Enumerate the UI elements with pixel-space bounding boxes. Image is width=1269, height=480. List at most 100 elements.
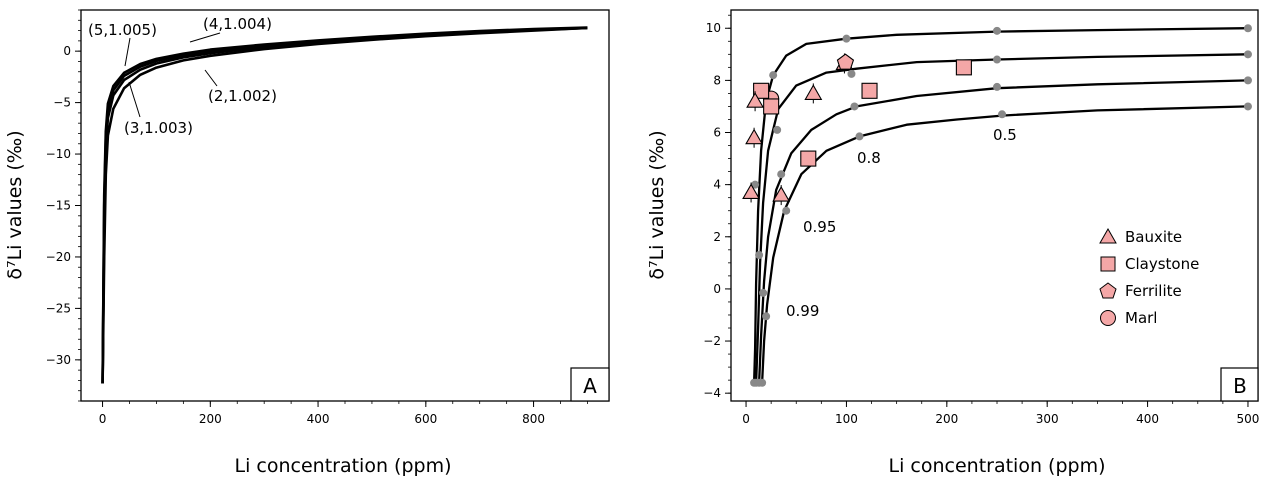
model-point <box>762 312 771 321</box>
panel-a-ylabel: δ⁷Li values (‰) <box>4 130 26 279</box>
y-tick-label: −2 <box>703 334 721 348</box>
y-tick-label: 0 <box>713 282 721 296</box>
model-point <box>769 71 778 80</box>
model-point <box>758 378 767 387</box>
annotation-5: (5,1.005) <box>88 21 157 39</box>
legend-claystone-marker <box>1100 256 1116 272</box>
model-point <box>1243 76 1252 85</box>
model-point <box>993 26 1002 35</box>
panel-a-xlabel: Li concentration (ppm) <box>235 455 452 477</box>
panel-a-ticks: 0 200 400 600 800 0 −5 −10 −15 −20 −25 −30 <box>46 9 588 426</box>
legend-ferrilite-label: Ferrilite <box>1125 282 1182 300</box>
x-tick-label: 800 <box>522 412 545 426</box>
y-tick-label: −25 <box>46 301 71 315</box>
legend-bauxite-label: Bauxite <box>1125 228 1182 246</box>
y-tick-label: −30 <box>46 353 71 367</box>
legend: Bauxite Claystone Ferrilite Marl <box>1099 227 1199 327</box>
bauxite-point <box>746 92 765 108</box>
curve-(3,1.003) <box>101 26 588 384</box>
claystone-point <box>763 98 780 115</box>
mixing-curve-0.99 <box>752 27 1249 383</box>
y-tick-label: 4 <box>713 178 721 192</box>
legend-marl-marker <box>1100 310 1116 326</box>
x-tick-label: 200 <box>199 412 222 426</box>
panel-a-label: A <box>583 374 597 398</box>
y-tick-label: −20 <box>46 250 71 264</box>
model-point <box>773 125 782 134</box>
panel-b-ticks: 0 100 200 300 400 500 10 8 6 4 2 0 −2 −4 <box>703 14 1260 426</box>
model-point <box>777 170 786 179</box>
panel-b-xlabel: Li concentration (ppm) <box>889 455 1106 477</box>
model-point <box>998 110 1007 119</box>
annotation-leader-4 <box>189 32 221 43</box>
annotation-2: (2,1.002) <box>208 87 277 105</box>
claystone-point <box>800 150 817 167</box>
model-point <box>1243 102 1252 111</box>
panel-a-label-box <box>570 367 610 402</box>
model-point <box>993 55 1002 64</box>
model-point <box>855 132 864 141</box>
y-tick-label: −10 <box>46 147 71 161</box>
x-tick-label: 500 <box>1237 412 1260 426</box>
bauxite-point <box>742 183 761 200</box>
panel-a: 0 200 400 600 800 0 −5 −10 −15 −20 −25 −30 (5,1.005… <box>4 9 610 477</box>
y-tick-label: 6 <box>713 126 721 140</box>
legend-marl-label: Marl <box>1125 309 1157 327</box>
legend-claystone-label: Claystone <box>1125 255 1199 273</box>
claystone-point <box>861 82 878 99</box>
curve-label-0.8: 0.8 <box>857 149 881 167</box>
model-point <box>850 102 859 111</box>
x-tick-label: 0 <box>742 412 750 426</box>
claystone-point <box>955 59 972 76</box>
panel-a-frame <box>80 9 610 402</box>
model-point <box>751 180 760 189</box>
x-tick-label: 300 <box>1036 412 1059 426</box>
curve-label-0.99: 0.99 <box>786 302 819 320</box>
curve-label-0.5: 0.5 <box>993 126 1017 144</box>
bauxite-point <box>772 185 791 202</box>
legend-ferrilite-marker <box>1099 282 1117 299</box>
panel-b-frame <box>730 9 1259 402</box>
model-point <box>847 69 856 78</box>
x-tick-label: 200 <box>935 412 958 426</box>
panel-b-label-box <box>1220 367 1259 402</box>
y-tick-label: 10 <box>706 21 721 35</box>
y-tick-label: −4 <box>703 386 721 400</box>
model-point <box>759 288 768 297</box>
claystone-point <box>753 82 770 99</box>
panel-b-curves <box>752 27 1249 383</box>
ferrilite-point <box>836 53 855 70</box>
x-tick-label: 400 <box>307 412 330 426</box>
x-tick-label: 600 <box>414 412 437 426</box>
y-tick-label: −15 <box>46 199 71 213</box>
panel-a-curves <box>101 26 588 384</box>
panel-b: 0 100 200 300 400 500 10 8 6 4 2 0 −2 −4 0.99 0.95 0.… <box>646 9 1260 477</box>
panel-b-ylabel: δ⁷Li values (‰) <box>646 130 668 279</box>
curve-label-0.95: 0.95 <box>803 218 836 236</box>
y-tick-label: 0 <box>63 44 71 58</box>
model-point <box>755 251 764 260</box>
annotation-leader-5 <box>124 37 131 67</box>
x-tick-label: 400 <box>1136 412 1159 426</box>
y-tick-label: −5 <box>53 96 71 110</box>
model-point <box>993 82 1002 91</box>
bauxite-point <box>745 128 764 145</box>
annotation-leader-2 <box>204 69 218 87</box>
curve-(4,1.004) <box>101 26 588 384</box>
annotation-4: (4,1.004) <box>203 15 272 33</box>
model-point <box>1243 50 1252 59</box>
legend-bauxite-marker <box>1099 227 1117 244</box>
x-tick-label: 0 <box>99 412 107 426</box>
annotation-leader-3 <box>128 81 141 118</box>
y-tick-label: 8 <box>713 73 721 87</box>
model-point <box>1243 24 1252 33</box>
model-point <box>782 206 791 215</box>
curve-(5,1.005) <box>101 26 588 384</box>
annotation-3: (3,1.003) <box>124 119 193 137</box>
panel-b-model-points <box>750 24 1252 387</box>
panel-b-label: B <box>1233 374 1247 398</box>
bauxite-point <box>804 84 823 100</box>
x-tick-label: 100 <box>835 412 858 426</box>
model-point <box>842 34 851 43</box>
